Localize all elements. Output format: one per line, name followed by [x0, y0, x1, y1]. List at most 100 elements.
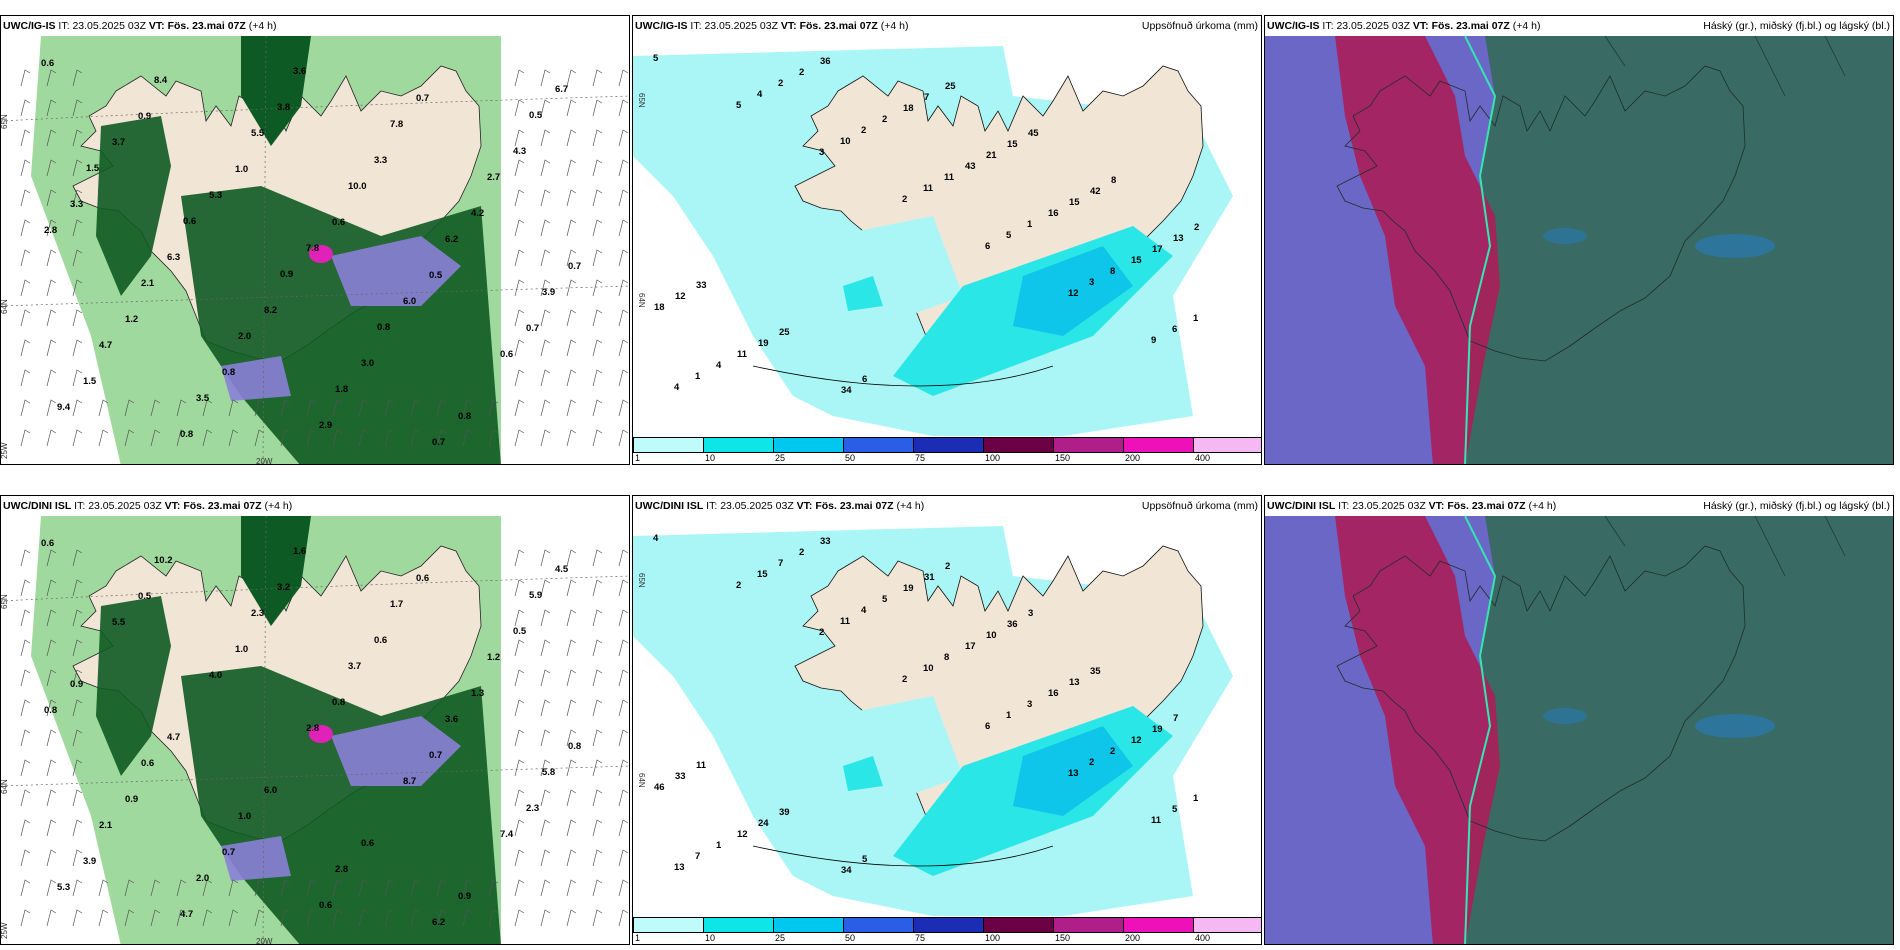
wind-value-label: 2.1 [99, 820, 113, 831]
it-time: 23.05.2025 03Z [720, 500, 794, 512]
vt-time: Fös. 23.mai 07Z [815, 500, 894, 512]
precip-value-label: 5 [653, 53, 659, 64]
panel-header: UWC/IG-IS IT: 23.05.2025 03Z VT: Fös. 23… [633, 16, 1261, 36]
wind-value-label: 0.5 [429, 270, 443, 281]
vt-label: VT: [164, 500, 181, 512]
wind-value-label: 7.8 [306, 243, 319, 254]
precip-value-label: 1 [1006, 710, 1012, 721]
precip-value-label: 33 [675, 771, 686, 782]
colorbar-segment [1123, 437, 1194, 453]
wind-value-label: 4.3 [513, 146, 526, 157]
wind-value-label: 0.5 [513, 626, 527, 637]
wind-map: 65N 64N 25W 20W 0.6 0.9 1.0 0.6 0.5 0.7 1.5 0.8 3.8 3… [1, 36, 629, 464]
wind-value-label: 0.7 [526, 323, 539, 334]
wind-value-label: 5.3 [57, 882, 70, 893]
wind-value-label: 3.5 [196, 393, 210, 404]
lat-label-bottom: 64N [637, 773, 646, 788]
colorbar-tick-label: 150 [1055, 933, 1071, 943]
precip-value-label: 19 [1152, 724, 1163, 735]
it-label: IT: [74, 500, 86, 512]
colorbar-segment [843, 437, 914, 453]
vt-time: Fös. 23.mai 07Z [183, 500, 262, 512]
colorbar-tick-label: 25 [775, 933, 786, 943]
precip-value-label: 2 [799, 67, 804, 78]
precip-value-label: 16 [1048, 208, 1059, 219]
precip-value-label: 1 [1193, 313, 1199, 324]
wind-value-label: 0.6 [416, 573, 429, 584]
wind-value-label: 10.2 [154, 555, 173, 566]
precip-value-label: 31 [924, 572, 935, 583]
precip-value-label: 11 [1151, 815, 1162, 826]
wind-panel-row2: UWC/DINI ISL IT: 23.05.2025 03Z VT: Fös.… [0, 495, 630, 945]
precip-value-label: 33 [820, 536, 831, 547]
precip-value-label: 15 [1069, 197, 1080, 208]
wind-value-label: 3.3 [70, 199, 83, 210]
wind-value-label: 5.8 [542, 767, 555, 778]
wind-value-label: 0.7 [568, 261, 581, 272]
precip-value-label: 17 [1152, 244, 1163, 255]
precip-value-label: 1 [695, 371, 701, 382]
precip-value-label: 5 [882, 594, 888, 605]
cloud-title: Háský (gr.), miðský (fj.bl.) og lágský (… [1703, 20, 1890, 32]
it-label: IT: [706, 500, 718, 512]
precip-value-label: 10 [923, 663, 934, 674]
wind-value-label: 2.1 [141, 278, 155, 289]
precip-value-label: 19 [903, 583, 914, 594]
precip-value-label: 42 [1090, 186, 1101, 197]
colorbar-tick-label: 400 [1195, 933, 1211, 943]
it-time: 23.05.2025 03Z [1352, 500, 1426, 512]
precip-value-label: 7 [1173, 713, 1178, 724]
wind-value-label: 5.3 [209, 190, 222, 201]
precip-panel-row1: UWC/IG-IS IT: 23.05.2025 03Z VT: Fös. 23… [632, 15, 1262, 465]
wind-value-label: 7.8 [390, 119, 403, 130]
precip-value-label: 3 [1027, 699, 1032, 710]
model-name: UWC/DINI ISL [635, 500, 704, 512]
lon-label-mid: 20W [256, 937, 273, 945]
precip-value-label: 45 [1028, 128, 1039, 139]
wind-value-label: 3.7 [112, 137, 125, 148]
lead-time: (+4 h) [1512, 20, 1541, 32]
precip-value-label: 11 [737, 349, 748, 360]
wind-value-label: 2.8 [44, 225, 57, 236]
precip-value-label: 1 [716, 840, 722, 851]
it-time: 23.05.2025 03Z [1336, 20, 1410, 32]
wind-value-label: 0.6 [41, 538, 54, 549]
precip-value-label: 25 [779, 327, 790, 338]
lat-label-bottom: 64N [1, 299, 9, 314]
wind-value-label: 0.9 [138, 111, 151, 122]
precip-value-label: 4 [653, 533, 659, 544]
precip-value-label: 3 [819, 147, 824, 158]
colorbar-tick-label: 200 [1125, 933, 1141, 943]
wind-value-label: 3.0 [361, 358, 374, 369]
wind-value-label: 0.9 [280, 269, 293, 280]
precip-value-label: 15 [1131, 255, 1142, 266]
wind-value-label: 1.3 [471, 688, 484, 699]
wind-value-label: 6.2 [445, 234, 458, 245]
wind-value-label: 1.6 [293, 546, 306, 557]
cloud-panel-row2: UWC/DINI ISL IT: 23.05.2025 03Z VT: Fös.… [1264, 495, 1894, 945]
wind-value-label: 1.7 [390, 599, 403, 610]
wind-value-label: 5.5 [251, 128, 265, 139]
precip-value-label: 18 [654, 302, 665, 313]
precip-value-label: 7 [695, 851, 700, 862]
precip-value-label: 7 [924, 92, 929, 103]
panel-header: UWC/DINI ISL IT: 23.05.2025 03Z VT: Fös.… [1, 496, 629, 516]
wind-value-label: 8.7 [403, 776, 416, 787]
wind-value-label: 5.5 [112, 617, 126, 628]
precip-value-label: 11 [840, 616, 851, 627]
it-label: IT: [690, 20, 702, 32]
colorbar-tick-label: 1 [635, 933, 641, 943]
precip-value-label: 5 [1172, 804, 1178, 815]
wind-value-label: 0.7 [432, 437, 445, 448]
colorbar-segment [913, 917, 984, 933]
wind-value-label: 1.0 [238, 811, 251, 822]
vt-time: Fös. 23.mai 07Z [1431, 20, 1510, 32]
precip-value-label: 8 [944, 652, 949, 663]
precip-value-label: 25 [945, 81, 956, 92]
wind-value-label: 3.6 [293, 66, 306, 77]
wind-value-label: 0.8 [332, 697, 345, 708]
wind-value-label: 10.0 [348, 181, 367, 192]
precip-value-label: 4 [757, 89, 763, 100]
precip-value-label: 15 [757, 569, 768, 580]
precip-value-label: 9 [1151, 335, 1156, 346]
